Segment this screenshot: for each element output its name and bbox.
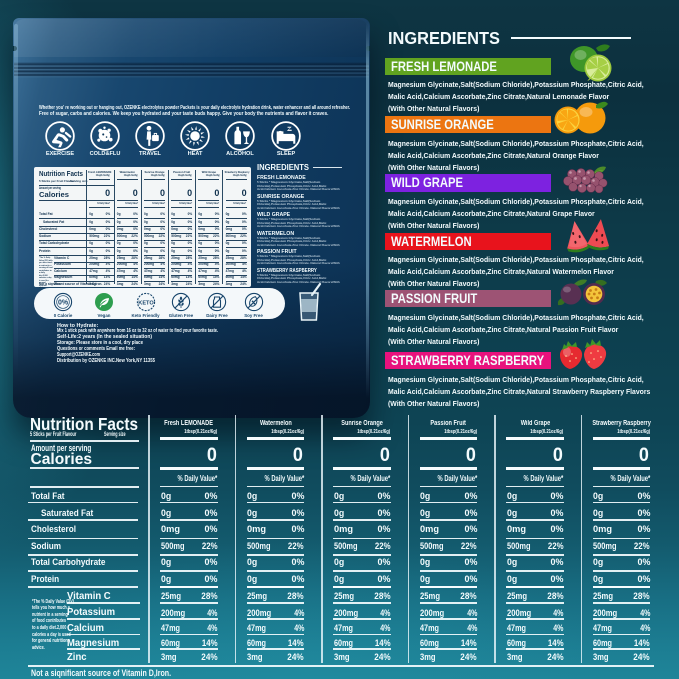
svg-text:KETO: KETO: [138, 300, 154, 306]
svg-text:0%: 0%: [58, 299, 69, 306]
